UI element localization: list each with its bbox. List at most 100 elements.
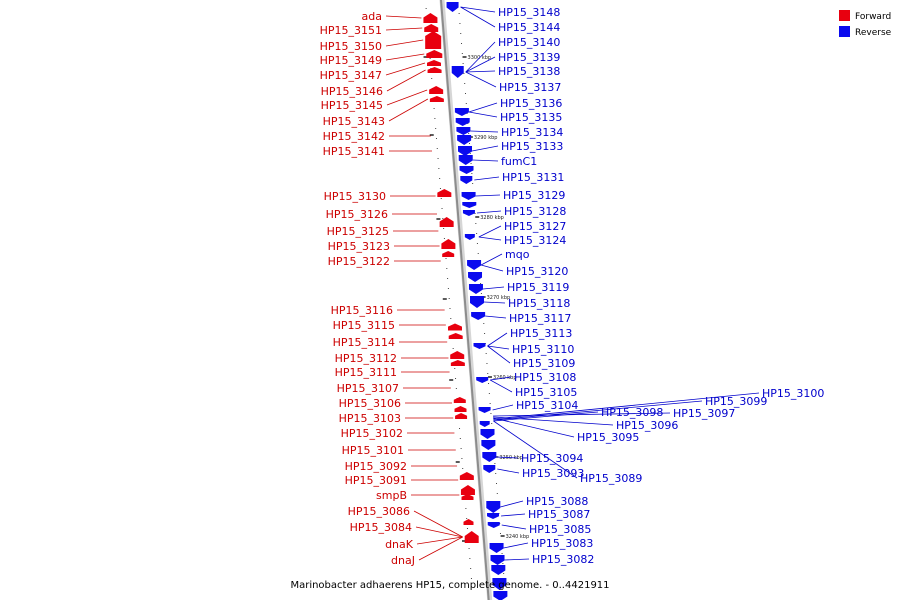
reverse-gene-label-hp15-3129: HP15_3129 [503, 189, 565, 202]
reverse-gene-label-fumc1: fumC1 [501, 155, 537, 168]
reverse-gene-label-hp15-3094: HP15_3094 [521, 452, 583, 465]
forward-gene-label-hp15-3103: HP15_3103 [339, 412, 401, 425]
forward-gene-label-hp15-3086: HP15_3086 [348, 505, 410, 518]
reverse-label-leader [475, 194, 501, 197]
forward-gene-label-hp15-3102: HP15_3102 [341, 427, 403, 440]
reverse-gene-feature [487, 522, 500, 528]
forward-gene-label-hp15-3146: HP15_3146 [321, 85, 383, 98]
reverse-gene-feature [490, 555, 505, 565]
minor-tick [466, 528, 468, 529]
forward-gene-label-hp15-3150: HP15_3150 [320, 40, 382, 53]
minor-tick [462, 468, 464, 469]
forward-gene-label-hp15-3141: HP15_3141 [323, 145, 385, 158]
reverse-label-leader [497, 468, 520, 474]
reverse-gene-label-hp15-3098: HP15_3098 [601, 406, 663, 419]
minor-tick [459, 428, 461, 429]
reverse-gene-label-hp15-3133: HP15_3133 [501, 140, 563, 153]
reverse-label-leader [500, 513, 526, 517]
minor-tick [485, 353, 487, 354]
minor-tick [503, 573, 505, 574]
reverse-gene-label-hp15-3127: HP15_3127 [504, 220, 566, 233]
forward-gene-label-hp15-3084: HP15_3084 [350, 521, 412, 534]
minor-tick [466, 518, 468, 519]
forward-label-leader [416, 536, 463, 545]
minor-tick [467, 123, 469, 124]
reverse-label-leader [503, 542, 529, 549]
minor-tick [476, 243, 478, 244]
reverse-gene-label-hp15-3088: HP15_3088 [526, 495, 588, 508]
minor-tick [436, 148, 438, 149]
minor-tick [471, 173, 473, 174]
reverse-label-leader [482, 286, 505, 290]
minor-tick [438, 168, 440, 169]
minor-tick [480, 293, 482, 294]
reverse-label-leader [487, 345, 511, 364]
minor-tick [447, 288, 449, 289]
reverse-label-leader [493, 412, 671, 417]
reverse-label-leader [492, 404, 514, 411]
forward-gene-label-ada: ada [362, 10, 382, 23]
minor-tick [468, 143, 470, 144]
minor-tick [455, 388, 457, 389]
reverse-gene-feature [492, 578, 507, 590]
reverse-gene-feature [461, 192, 476, 200]
reverse-label-leader [480, 253, 503, 266]
minor-tick [468, 548, 470, 549]
minor-tick [469, 153, 471, 154]
legend: Forward Reverse [839, 10, 892, 38]
forward-gene-feature [429, 86, 444, 94]
scale-marker-label: 3290 kbp [474, 135, 498, 141]
reverse-label-leader [493, 392, 760, 420]
minor-tick [464, 83, 466, 84]
forward-gene-feature [455, 413, 468, 419]
reverse-gene-label-hp15-3097: HP15_3097 [673, 407, 735, 420]
forward-gene-feature [429, 96, 444, 102]
reverse-label-leader [478, 236, 502, 241]
forward-gene-feature [427, 60, 442, 66]
reverse-gene-feature [451, 66, 464, 78]
forward-label-leader [385, 27, 423, 31]
reverse-gene-feature [476, 377, 489, 383]
reverse-label-leader [480, 264, 504, 272]
reverse-gene-feature [491, 565, 506, 575]
forward-gene-feature [463, 519, 474, 525]
minor-tick [433, 108, 435, 109]
reverse-gene-label-hp15-3140: HP15_3140 [498, 36, 560, 49]
minor-tick [443, 228, 445, 229]
minor-tick [437, 158, 439, 159]
gene-features [423, 2, 508, 600]
minor-tick [448, 298, 450, 299]
minor-tick [431, 78, 433, 79]
reverse-gene-label-hp15-3134: HP15_3134 [501, 126, 563, 139]
minor-tick [459, 23, 461, 24]
forward-gene-feature [450, 360, 465, 366]
scale-marker-label: 3280 kbp [480, 215, 504, 221]
reverse-gene-label-mqo: mqo [505, 248, 530, 261]
reverse-gene-feature [482, 452, 497, 462]
forward-gene-feature [441, 239, 456, 249]
forward-gene-label-hp15-3126: HP15_3126 [326, 208, 388, 221]
reverse-gene-feature [489, 543, 504, 553]
reverse-label-leader [476, 210, 502, 214]
reverse-label-leader [493, 420, 578, 479]
forward-gene-label-hp15-3116: HP15_3116 [331, 304, 393, 317]
minor-tick [491, 423, 493, 424]
reverse-gene-label-hp15-3120: HP15_3120 [506, 265, 568, 278]
reverse-gene-label-hp15-3135: HP15_3135 [500, 111, 562, 124]
reverse-label-leader [474, 176, 500, 181]
reverse-label-leader [493, 400, 703, 421]
forward-gene-feature [424, 24, 439, 32]
forward-gene-label-hp15-3114: HP15_3114 [333, 336, 395, 349]
reverse-gene-label-hp15-3144: HP15_3144 [498, 21, 560, 34]
minor-tick [439, 188, 441, 189]
minor-tick [472, 183, 474, 184]
legend-forward-swatch [839, 10, 850, 21]
forward-label-leader [415, 526, 463, 538]
legend-forward-label: Forward [855, 12, 891, 22]
minor-tick [496, 483, 498, 484]
forward-gene-label-hp15-3147: HP15_3147 [320, 69, 382, 82]
forward-gene-label-hp15-3111: HP15_3111 [335, 366, 397, 379]
forward-gene-label-hp15-3145: HP15_3145 [321, 99, 383, 112]
minor-tick [443, 238, 445, 239]
